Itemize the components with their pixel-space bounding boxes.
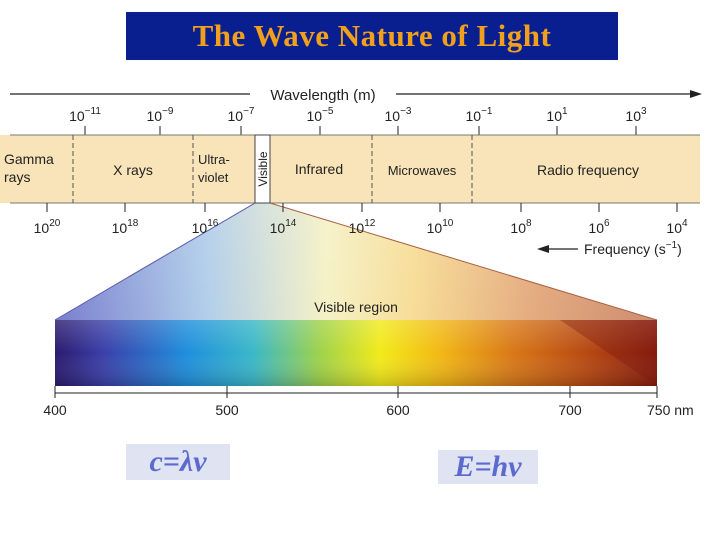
fan-right-edge bbox=[269, 202, 658, 321]
fan-left-edge bbox=[54, 202, 256, 321]
equation-wave-speed-text: c=λν bbox=[149, 445, 207, 478]
wavelength-axis-label: Wavelength (m) bbox=[270, 87, 375, 104]
frequency-tick-label: 1014 bbox=[270, 218, 297, 236]
frequency-tick-label: 104 bbox=[666, 218, 688, 236]
page-title: The Wave Nature of Light bbox=[192, 18, 552, 53]
nm-ticks: 400 500 600 700 750 nm bbox=[43, 386, 694, 418]
frequency-tick-label: 1012 bbox=[349, 218, 376, 236]
wavelength-ticks: 10−11 10−9 10−7 10−5 10−3 10−1 101 103 bbox=[69, 106, 647, 135]
region-gamma-label-2: rays bbox=[4, 169, 30, 185]
spectrum-band bbox=[0, 135, 700, 203]
frequency-arrowhead bbox=[537, 245, 549, 253]
spectrum-corner-shadow bbox=[560, 320, 657, 386]
visible-slice bbox=[254, 134, 271, 204]
frequency-ticks: 1020 1018 1016 1014 1012 1010 108 106 104 bbox=[34, 203, 688, 236]
region-gamma-label-1: Gamma bbox=[4, 151, 54, 167]
frequency-tick-label: 108 bbox=[510, 218, 532, 236]
title-banner: The Wave Nature of Light bbox=[126, 12, 618, 60]
nm-tick-label: 600 bbox=[386, 402, 410, 418]
wavelength-tick-label: 10−5 bbox=[307, 106, 334, 124]
wavelength-tick-label: 10−3 bbox=[385, 106, 412, 124]
equation-photon-energy-text: E=hν bbox=[454, 450, 522, 483]
nm-tick-label: 500 bbox=[215, 402, 239, 418]
wavelength-tick-label: 10−1 bbox=[466, 106, 493, 124]
wavelength-arrowhead bbox=[690, 90, 702, 98]
nm-tick-label: 750 nm bbox=[647, 402, 694, 418]
wavelength-label-bg bbox=[250, 86, 396, 102]
frequency-tick-label: 1020 bbox=[34, 218, 61, 236]
wavelength-tick-label: 10−11 bbox=[69, 106, 101, 124]
wavelength-tick-label: 101 bbox=[546, 106, 568, 124]
wavelength-tick-label: 103 bbox=[625, 106, 647, 124]
region-visible-label: Visible bbox=[256, 151, 270, 186]
frequency-tick-label: 1010 bbox=[427, 218, 454, 236]
wavelength-tick-label: 10−9 bbox=[147, 106, 174, 124]
nm-tick-label: 400 bbox=[43, 402, 67, 418]
equation-photon-energy: E=hν bbox=[438, 450, 538, 484]
region-xrays-label: X rays bbox=[113, 162, 153, 178]
nm-tick-label: 700 bbox=[558, 402, 582, 418]
frequency-axis-label: Frequency (s−1) bbox=[584, 240, 682, 257]
region-infrared-label: Infrared bbox=[295, 161, 343, 177]
frequency-tick-label: 1018 bbox=[112, 218, 139, 236]
electromagnetic-spectrum-diagram: Wavelength (m) 10−11 10−9 10−7 10−5 10−3 10−1… bbox=[0, 86, 702, 418]
region-uv-label-1: Ultra- bbox=[198, 152, 230, 167]
equation-wave-speed: c=λν bbox=[126, 444, 230, 480]
visible-region-label: Visible region bbox=[314, 299, 398, 315]
visible-spectrum-shade bbox=[55, 320, 657, 386]
region-microwaves-label: Microwaves bbox=[388, 163, 457, 178]
region-uv-label-2: violet bbox=[198, 170, 229, 185]
frequency-tick-label: 106 bbox=[588, 218, 610, 236]
frequency-tick-label: 1016 bbox=[192, 218, 219, 236]
wavelength-tick-label: 10−7 bbox=[228, 106, 255, 124]
region-radio-label: Radio frequency bbox=[537, 162, 639, 178]
